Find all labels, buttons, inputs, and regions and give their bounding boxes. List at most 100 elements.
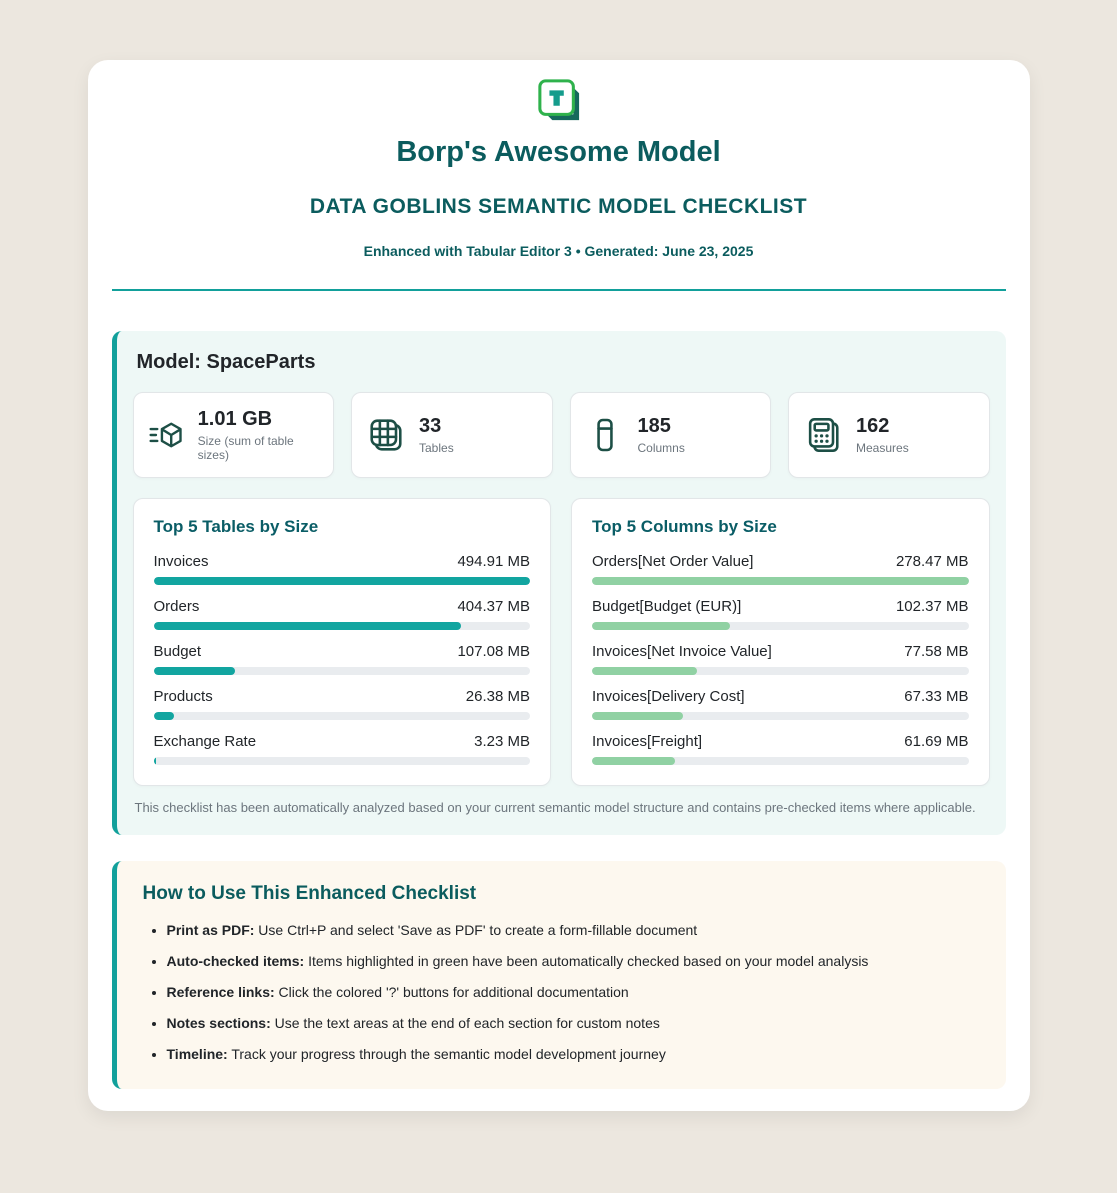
tabular-editor-logo-icon bbox=[537, 79, 579, 121]
how-to-item-text: Items highlighted in green have been aut… bbox=[304, 952, 869, 969]
chart-row: Exchange Rate 3.23 MB bbox=[153, 732, 530, 765]
bar-label: Invoices bbox=[153, 553, 209, 570]
top-columns-chart: Top 5 Columns by Size Orders[Net Order V… bbox=[571, 498, 990, 786]
stat-label: Columns bbox=[637, 441, 685, 455]
chart-row: Budget[Budget (EUR)] 102.37 MB bbox=[592, 597, 969, 630]
bar-value: 494.91 MB bbox=[457, 553, 530, 570]
bar-track bbox=[592, 622, 969, 630]
tables-grid-icon bbox=[370, 419, 402, 451]
stat-card-size: 1.01 GB Size (sum of table sizes) bbox=[132, 392, 334, 478]
bar-value: 77.58 MB bbox=[904, 643, 969, 660]
bar-fill bbox=[592, 712, 684, 720]
bar-label: Orders bbox=[153, 598, 200, 615]
stat-text: 185 Columns bbox=[638, 415, 685, 455]
column-icon bbox=[596, 418, 613, 452]
stat-label: Tables bbox=[419, 441, 454, 455]
bar-track bbox=[592, 577, 969, 585]
stat-value: 185 bbox=[637, 415, 671, 437]
bar-fill bbox=[153, 622, 462, 630]
chart-row: Budget 107.08 MB bbox=[153, 642, 530, 675]
bar-label: Invoices[Net Invoice Value] bbox=[592, 643, 772, 660]
bar-value: 107.08 MB bbox=[457, 643, 530, 660]
how-to-list: Print as PDF: Use Ctrl+P and select 'Sav… bbox=[143, 921, 980, 1063]
stat-card-columns: 185 Columns bbox=[569, 392, 771, 478]
how-to-item-text: Track your progress through the semantic… bbox=[227, 1045, 666, 1062]
stat-label: Measures bbox=[856, 441, 909, 455]
bar-track bbox=[153, 577, 530, 585]
stat-text: 162 Measures bbox=[856, 415, 909, 455]
bar-fill bbox=[153, 667, 235, 675]
stat-text: 33 Tables bbox=[419, 415, 454, 455]
bar-track bbox=[592, 712, 969, 720]
bar-label: Invoices[Freight] bbox=[592, 733, 703, 750]
bar-label: Invoices[Delivery Cost] bbox=[592, 688, 745, 705]
bar-fill bbox=[153, 577, 530, 585]
chart-card-row: Top 5 Tables by Size Invoices 494.91 MB … bbox=[132, 498, 990, 786]
bar-label: Exchange Rate bbox=[153, 733, 257, 750]
how-to-item-lead: Print as PDF: bbox=[166, 922, 255, 938]
bar-value: 404.37 MB bbox=[457, 598, 530, 615]
bar-label: Budget bbox=[153, 643, 202, 660]
how-to-item-text: Use Ctrl+P and select 'Save as PDF' to c… bbox=[254, 922, 698, 938]
stat-label: Size (sum of table sizes) bbox=[197, 434, 294, 462]
bar-fill bbox=[153, 757, 156, 765]
bar-label: Products bbox=[153, 688, 213, 705]
how-to-item: Reference links: Click the colored '?' b… bbox=[167, 983, 980, 1002]
stat-card-tables: 33 Tables bbox=[351, 392, 553, 478]
how-to-item-lead: Notes sections: bbox=[166, 1014, 271, 1031]
how-to-item: Print as PDF: Use Ctrl+P and select 'Sav… bbox=[167, 921, 980, 940]
bar-track bbox=[592, 667, 969, 675]
bar-value: 67.33 MB bbox=[904, 688, 969, 705]
bar-value: 26.38 MB bbox=[465, 688, 530, 705]
chart-row: Products 26.38 MB bbox=[153, 687, 530, 720]
chart-row: Invoices[Net Invoice Value] 77.58 MB bbox=[592, 642, 969, 675]
stat-value: 162 bbox=[856, 415, 890, 437]
stat-value: 33 bbox=[419, 415, 442, 437]
how-to-item-lead: Timeline: bbox=[166, 1045, 228, 1062]
header-divider bbox=[111, 289, 1006, 291]
how-to-item: Notes sections: Use the text areas at th… bbox=[167, 1014, 980, 1033]
bar-fill bbox=[153, 712, 174, 720]
bar-track bbox=[153, 622, 530, 630]
bar-track bbox=[592, 757, 969, 765]
bar-track bbox=[153, 712, 530, 720]
how-to-item: Timeline: Track your progress through th… bbox=[167, 1045, 980, 1064]
page-title: Borp's Awesome Model bbox=[396, 136, 721, 168]
how-to-item: Auto-checked items: Items highlighted in… bbox=[167, 952, 980, 971]
how-to-item-text: Use the text areas at the end of each se… bbox=[270, 1014, 660, 1031]
how-to-item-text: Click the colored '?' buttons for additi… bbox=[274, 983, 629, 1000]
bar-label: Budget[Budget (EUR)] bbox=[592, 598, 742, 615]
stat-card-row: 1.01 GB Size (sum of table sizes) 33 Tab… bbox=[132, 392, 990, 478]
chart-row: Invoices[Delivery Cost] 67.33 MB bbox=[592, 687, 969, 720]
chart-title: Top 5 Tables by Size bbox=[153, 517, 319, 536]
size-cube-icon bbox=[148, 422, 182, 448]
bar-track bbox=[153, 667, 530, 675]
how-to-heading: How to Use This Enhanced Checklist bbox=[142, 883, 477, 904]
report-card: Borp's Awesome Model DATA GOBLINS SEMANT… bbox=[87, 60, 1030, 1112]
stat-text: 1.01 GB Size (sum of table sizes) bbox=[198, 408, 319, 462]
top-tables-chart: Top 5 Tables by Size Invoices 494.91 MB … bbox=[132, 498, 551, 786]
bar-label: Orders[Net Order Value] bbox=[592, 553, 754, 570]
bar-value: 278.47 MB bbox=[895, 553, 969, 570]
how-to-item-lead: Auto-checked items: bbox=[166, 952, 305, 969]
chart-row: Invoices 494.91 MB bbox=[153, 552, 530, 585]
model-summary-panel: Model: SpaceParts 1.01 GB Size (sum of t… bbox=[111, 331, 1006, 835]
bar-value: 3.23 MB bbox=[474, 733, 530, 750]
bar-fill bbox=[592, 667, 697, 675]
bar-fill bbox=[592, 577, 969, 585]
chart-row: Orders 404.37 MB bbox=[153, 597, 530, 630]
stat-value: 1.01 GB bbox=[197, 408, 273, 430]
how-to-item-lead: Reference links: bbox=[166, 983, 275, 1000]
how-to-panel: How to Use This Enhanced Checklist Print… bbox=[111, 861, 1006, 1090]
bar-fill bbox=[592, 622, 731, 630]
model-heading: Model: SpaceParts bbox=[136, 351, 316, 373]
report-header: Borp's Awesome Model DATA GOBLINS SEMANT… bbox=[111, 78, 1006, 291]
bar-value: 102.37 MB bbox=[895, 598, 969, 615]
header-meta: Enhanced with Tabular Editor 3 • Generat… bbox=[363, 243, 754, 259]
bar-track bbox=[153, 757, 530, 765]
chart-title: Top 5 Columns by Size bbox=[592, 517, 777, 536]
analysis-note: This checklist has been automatically an… bbox=[134, 800, 976, 815]
bar-value: 61.69 MB bbox=[904, 733, 969, 750]
stat-card-measures: 162 Measures bbox=[788, 392, 990, 478]
page-subtitle: DATA GOBLINS SEMANTIC MODEL CHECKLIST bbox=[309, 195, 808, 218]
